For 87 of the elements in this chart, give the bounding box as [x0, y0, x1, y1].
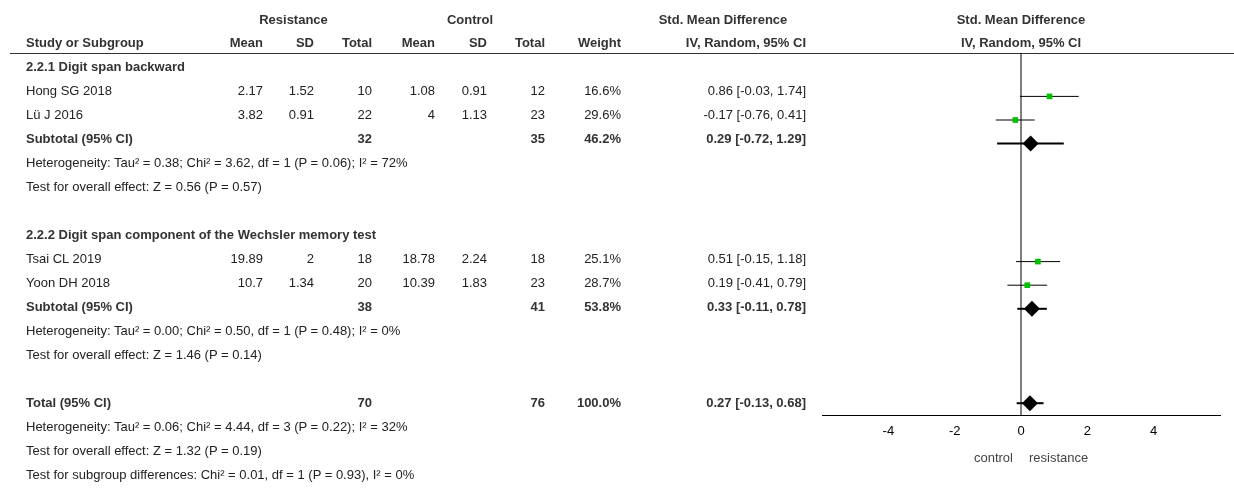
point [1012, 117, 1019, 123]
category-label: Subtotal (95% CI) [26, 131, 133, 146]
point [1035, 258, 1041, 265]
text: 1.08 [409, 83, 435, 98]
text: 32 [357, 131, 372, 146]
category-label: SD [468, 35, 487, 50]
text: 0.19 [-0.41, 0.79] [707, 275, 806, 290]
text: 1.52 [288, 83, 314, 98]
category-label: IV, Random, 95% CI [685, 35, 806, 50]
text: 38 [357, 299, 372, 314]
text: 0.91 [461, 83, 487, 98]
category-label: Heterogeneity: Tau² = 0.38; Chi² = 3.62, df = 1 (P = 0.06); I² = 72% [26, 155, 408, 170]
category-label: Total [514, 35, 545, 50]
category-label: Total (95% CI) [26, 395, 111, 410]
text: 0.27 [-0.13, 0.68] [706, 395, 806, 410]
category-label: Heterogeneity: Tau² = 0.00; Chi² = 0.50, df = 1 (P = 0.48); I² = 0% [26, 323, 401, 338]
text: 1.13 [461, 107, 487, 122]
text: resistance [1029, 449, 1089, 465]
text: 18 [357, 251, 372, 266]
category-label: Test for overall effect: Z = 1.32 (P = 0.19) [26, 443, 262, 458]
text: 23 [530, 275, 545, 290]
x-tick-label: -2 [948, 423, 961, 439]
category-label: Hong SG 2018 [26, 83, 113, 98]
category-label: 2.2.2 Digit span component of the Wechsler memory test [26, 227, 377, 242]
text: Resistance [258, 12, 329, 28]
category-label: SD [295, 35, 314, 50]
text: Std. Mean Difference [657, 12, 789, 28]
text: 0.51 [-0.15, 1.18] [707, 251, 806, 266]
text: 0.91 [288, 107, 314, 122]
category-label: Test for overall effect: Z = 1.46 (P = 0.14) [26, 347, 262, 362]
text: 12 [530, 83, 545, 98]
category-label: Lü J 2016 [26, 107, 84, 122]
category-label: Heterogeneity: Tau² = 0.06; Chi² = 4.44, df = 3 (P = 0.22); I² = 32% [26, 419, 408, 434]
point [1024, 282, 1031, 289]
text: 2.24 [461, 251, 487, 266]
text: 0.86 [-0.03, 1.74] [707, 83, 806, 98]
text: 2 [306, 251, 314, 266]
text: 19.89 [230, 251, 263, 266]
point [1022, 135, 1039, 152]
category-label: Mean [229, 35, 263, 50]
text: 18.78 [402, 251, 435, 266]
text: 35 [530, 131, 545, 146]
point [1023, 300, 1040, 317]
x-tick-label: 0 [1017, 423, 1025, 439]
text: 10.7 [237, 275, 263, 290]
x-tick-label: -4 [882, 423, 895, 439]
category-label: Tsai CL 2019 [26, 251, 102, 266]
text: -0.17 [-0.76, 0.41] [703, 107, 806, 122]
chart-subtitle: IV, Random, 95% CI [959, 35, 1083, 51]
text: 22 [357, 107, 372, 122]
text: 53.8% [584, 299, 621, 314]
text: 3.82 [237, 107, 263, 122]
chart-title: Std. Mean Difference [955, 12, 1087, 28]
text: 28.7% [584, 275, 621, 290]
category-label: 2.2.1 Digit span backward [26, 59, 185, 74]
text: 2.17 [237, 83, 263, 98]
text: 0.29 [-0.72, 1.29] [706, 131, 806, 146]
text: 10 [357, 83, 372, 98]
text: 18 [530, 251, 545, 266]
text: 4 [427, 107, 435, 122]
text: 0.33 [-0.11, 0.78] [706, 299, 806, 314]
text: 100.0% [576, 395, 621, 410]
text: 1.34 [288, 275, 314, 290]
category-label: Study or Subgroup [26, 35, 144, 51]
text: control [973, 449, 1014, 465]
text: 10.39 [402, 275, 435, 290]
text: 1.83 [461, 275, 487, 290]
text: 70 [357, 395, 372, 410]
text: 16.6% [584, 83, 621, 98]
category-label: Test for overall effect: Z = 0.56 (P = 0.57) [26, 179, 262, 194]
category-label: Subtotal (95% CI) [26, 299, 133, 314]
category-label: Test for subgroup differences: Chi² = 0.01, df = 1 (P = 0.93), I² = 0% [26, 467, 415, 482]
text: 41 [530, 299, 545, 314]
category-label: Total [341, 35, 372, 50]
text: 29.6% [584, 107, 621, 122]
point [1021, 395, 1038, 412]
text: 25.1% [584, 251, 621, 266]
category-label: Yoon DH 2018 [26, 275, 111, 290]
x-tick-label: 2 [1083, 423, 1091, 439]
x-tick-label: 4 [1150, 423, 1158, 439]
text: 76 [530, 395, 545, 410]
text: 46.2% [584, 131, 621, 146]
category-label: Weight [577, 35, 621, 50]
text: Control [445, 12, 495, 28]
text: 20 [357, 275, 372, 290]
category-label: Mean [401, 35, 435, 50]
text: 23 [530, 107, 545, 122]
